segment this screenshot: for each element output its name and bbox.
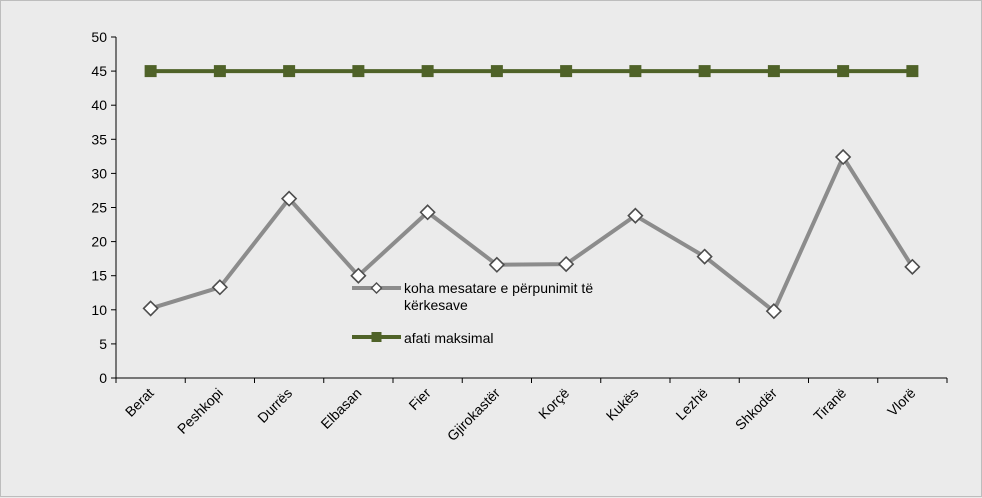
y-tick-label: 45 — [91, 63, 107, 79]
data-point-marker — [906, 65, 919, 78]
data-point-marker — [211, 279, 229, 296]
x-tick-label: Elbasan — [317, 385, 364, 432]
y-tick-label: 25 — [91, 200, 107, 216]
data-point-marker — [283, 65, 296, 78]
x-tick-label: Vlorë — [884, 385, 919, 420]
data-point-marker — [421, 65, 434, 78]
data-point-marker — [904, 258, 921, 275]
x-tick-label: Korçë — [535, 385, 572, 422]
data-point-marker — [280, 190, 298, 207]
legend-marker-series-1 — [370, 282, 383, 294]
data-point-marker — [419, 204, 436, 221]
x-tick-label: Peshkopi — [174, 385, 226, 437]
series-line-1 — [150, 155, 915, 314]
x-tick-label: Gjirokastër — [444, 385, 503, 444]
data-point-marker — [352, 65, 365, 78]
x-tick-label: Lezhë — [672, 385, 710, 423]
data-point-marker — [765, 303, 783, 320]
legend-label-series-1: koha mesatare e përpunimit të kërkesave — [404, 280, 597, 313]
y-tick-label: 50 — [91, 29, 107, 45]
y-tick-label: 35 — [91, 131, 107, 147]
data-point-marker — [557, 255, 575, 273]
legend-label-series-1-line1: koha mesatare e përpunimit të — [404, 280, 593, 296]
y-tick-label: 40 — [91, 97, 107, 113]
x-tick-label: Durrës — [254, 385, 295, 426]
legend-label-series-1-line2: kërkesave — [404, 297, 468, 313]
data-point-marker — [560, 65, 573, 78]
x-tick-label: Shkodër — [732, 385, 780, 433]
y-tick-label: 10 — [91, 302, 107, 318]
legend-label-series-2: afati maksimal — [404, 330, 493, 346]
series-layer — [142, 65, 921, 320]
y-tick-label: 0 — [99, 370, 107, 386]
data-point-marker — [490, 65, 503, 78]
data-point-marker — [837, 65, 850, 78]
data-point-marker — [627, 207, 644, 224]
data-point-marker — [142, 300, 159, 317]
data-point-marker — [350, 267, 367, 284]
x-tick-label: Fier — [405, 385, 434, 414]
x-tick-label: Kukës — [603, 385, 642, 424]
y-tick-label: 5 — [99, 336, 107, 352]
data-point-marker — [834, 148, 852, 166]
axes: 0 5 10 15 20 25 30 35 40 45 50 Berat Peshkopi Durrës E… — [91, 29, 948, 444]
data-point-marker — [767, 65, 780, 78]
legend: koha mesatare e përpunimit të kërkesave … — [352, 280, 597, 346]
x-tick-label: Berat — [122, 385, 157, 420]
y-tick-label: 20 — [91, 234, 107, 250]
data-point-marker — [213, 65, 226, 78]
y-tick-label: 15 — [91, 268, 107, 284]
data-point-marker — [696, 248, 713, 265]
data-point-marker — [698, 65, 711, 78]
data-point-marker — [488, 256, 506, 273]
legend-marker-series-2 — [371, 332, 382, 342]
y-tick-label: 30 — [91, 165, 107, 181]
x-tick-label: Tiranë — [810, 385, 849, 424]
data-point-marker — [144, 65, 157, 78]
data-point-marker — [629, 65, 642, 78]
